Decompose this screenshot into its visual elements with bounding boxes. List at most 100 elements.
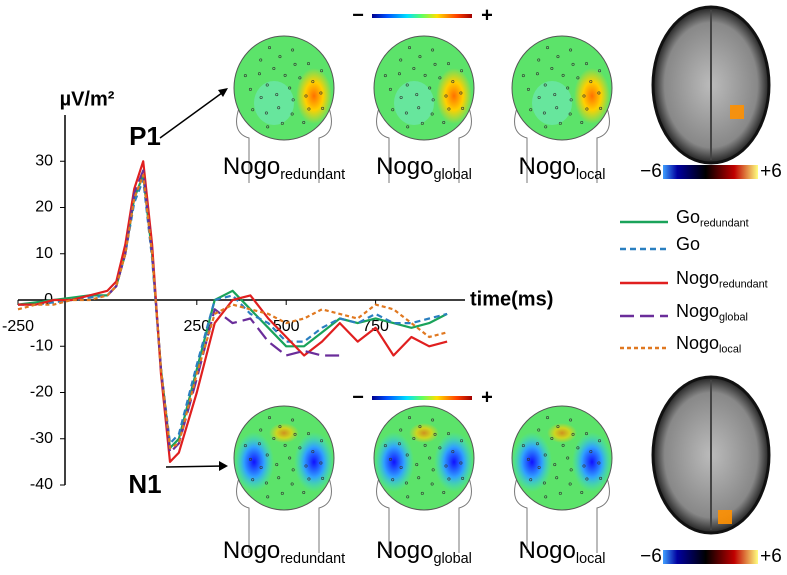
electrode	[291, 468, 295, 472]
electrode	[447, 62, 451, 66]
electrode	[537, 428, 541, 432]
electrode	[438, 76, 442, 80]
electrode	[553, 463, 557, 467]
electrode	[320, 439, 324, 443]
electrode	[275, 93, 279, 97]
electrode	[311, 450, 315, 454]
electrode	[447, 107, 451, 111]
label-sub: global	[719, 311, 748, 323]
electrode	[568, 482, 572, 486]
electrode	[397, 72, 401, 76]
electrode	[307, 477, 311, 481]
label-main: Nogo	[676, 268, 719, 288]
electrode	[535, 72, 539, 76]
electrode	[555, 106, 559, 110]
decor	[159, 88, 228, 471]
electrode	[542, 111, 546, 115]
electrode	[248, 87, 252, 91]
electrode	[259, 58, 263, 62]
electrode	[290, 112, 294, 116]
electrode	[571, 62, 575, 66]
electrode	[582, 94, 586, 98]
topomap-spot	[254, 81, 294, 125]
electrode	[451, 80, 455, 84]
electrode	[430, 482, 434, 486]
electrode	[558, 491, 562, 495]
electrode	[461, 106, 465, 110]
activation	[730, 105, 744, 119]
y-tick-label: 10	[35, 245, 53, 262]
arrowhead	[218, 88, 228, 97]
electrode	[412, 66, 416, 70]
electrode	[266, 125, 270, 129]
x-tick-label: 250	[183, 318, 210, 335]
topomap-spot	[374, 432, 414, 492]
series-line	[106, 169, 340, 454]
series-line	[17, 174, 448, 450]
electrode	[544, 125, 548, 129]
electrode	[589, 450, 593, 454]
electrode	[311, 80, 315, 84]
electrode	[529, 108, 533, 112]
electrode	[415, 463, 419, 467]
electrode	[293, 432, 297, 436]
electrode	[277, 106, 281, 110]
label: Nogolocal	[676, 333, 741, 356]
electrode	[580, 491, 584, 495]
electrode	[461, 476, 465, 480]
electrode	[399, 58, 403, 62]
topomap-spot	[436, 68, 472, 124]
electrode	[383, 74, 387, 78]
electrode	[293, 62, 297, 66]
label-main: Nogo	[676, 301, 719, 321]
electrode	[521, 74, 525, 78]
brain-colorbar	[663, 165, 758, 179]
electrode	[568, 112, 572, 116]
electrode	[264, 111, 268, 115]
head-outline	[514, 477, 610, 553]
series-line	[18, 160, 448, 463]
head-outline	[514, 107, 610, 183]
electrode	[243, 74, 247, 78]
electrode	[444, 464, 448, 468]
electrode	[447, 477, 451, 481]
electrode	[302, 491, 306, 495]
electrode	[576, 446, 580, 450]
label-sub: global	[433, 551, 471, 567]
electrode	[460, 439, 464, 443]
electrode	[569, 98, 573, 102]
electrode	[431, 418, 435, 422]
electrode	[251, 478, 255, 482]
label-main: Nogo	[519, 537, 576, 564]
label-sub: local	[719, 343, 741, 355]
electrode	[447, 432, 451, 436]
electrode	[418, 55, 422, 59]
label-main: Nogo	[519, 153, 576, 180]
electrode	[556, 425, 560, 429]
activation	[718, 510, 732, 524]
electrode	[431, 98, 435, 102]
electrode	[259, 95, 263, 99]
electrode	[553, 93, 557, 97]
electrode	[304, 464, 308, 468]
brain-scale-label: −6	[640, 161, 662, 182]
electrode	[399, 95, 403, 99]
electrode	[406, 125, 410, 129]
electrode	[580, 121, 584, 125]
label-sub: local	[576, 551, 606, 567]
electrode	[266, 495, 270, 499]
head-outline	[376, 107, 472, 183]
electrode	[291, 418, 295, 422]
electrode	[459, 461, 463, 465]
label-main: Nogo	[223, 153, 280, 180]
electrode	[526, 457, 530, 461]
label: Goredundant	[676, 207, 749, 230]
electrode	[265, 453, 269, 457]
label: Nogoredundant	[676, 268, 768, 291]
electrode	[417, 106, 421, 110]
topomap-spot	[269, 423, 299, 443]
electrode	[550, 436, 554, 440]
y-label: µV/m²	[60, 88, 115, 110]
electrode	[521, 444, 525, 448]
electrode	[423, 73, 427, 77]
